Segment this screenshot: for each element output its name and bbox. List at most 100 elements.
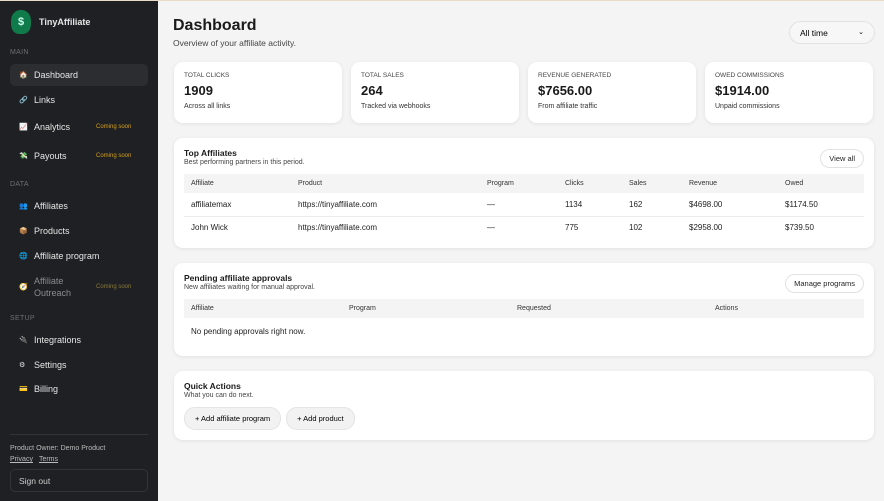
- chevron-down-icon: ⌄: [858, 29, 864, 36]
- sidebar-item-payouts[interactable]: 💸 Payouts Coming soon: [10, 145, 148, 167]
- coming-soon-badge: Coming soon: [96, 153, 132, 159]
- stat-desc: From affiliate traffic: [538, 103, 598, 110]
- cell: $739.50: [785, 223, 814, 233]
- label: Analytics: [34, 122, 71, 132]
- brand[interactable]: $ TinyAffiliate: [11, 10, 90, 34]
- stat-label: TOTAL SALES: [361, 72, 404, 79]
- compass-icon: 🧭: [19, 284, 28, 291]
- pending-table: Affiliate Program Requested Actions No pend…: [184, 299, 864, 345]
- stat-desc: Unpaid commissions: [715, 103, 780, 110]
- users-icon: 👥: [19, 203, 28, 210]
- col-header: Requested: [510, 299, 708, 318]
- product-owner: Product Owner: Demo Product: [10, 445, 106, 452]
- label: Affiliate Outreach: [34, 276, 72, 298]
- money-icon: 💸: [19, 153, 28, 160]
- card-desc: Best performing partners in this period.: [184, 159, 305, 166]
- sidebar-item-affiliate-outreach[interactable]: 🧭 Affiliate Outreach Coming soon: [10, 274, 148, 300]
- money-bag-icon: $: [11, 10, 31, 34]
- sign-out-button[interactable]: Sign out: [10, 469, 148, 492]
- empty-state: No pending approvals right now.: [191, 327, 306, 336]
- label: Products: [34, 226, 70, 236]
- stat-desc: Across all links: [184, 103, 231, 110]
- col-header: Affiliate: [184, 299, 342, 318]
- stat-desc: Tracked via webhooks: [361, 103, 431, 110]
- credit-card-icon: 💳: [19, 386, 28, 393]
- col-header: Program: [342, 299, 510, 318]
- plug-icon: 🔌: [19, 337, 28, 344]
- table-row[interactable]: affiliatemax https://tinyaffiliate.com —11…: [184, 193, 864, 217]
- stat-card-sales: TOTAL SALES 264 Tracked via webhooks: [351, 62, 519, 123]
- card-desc: What you can do next.: [184, 392, 254, 399]
- view-all-button[interactable]: View all: [820, 149, 864, 168]
- cell: https://tinyaffiliate.com: [291, 193, 480, 217]
- sidebar-item-billing[interactable]: 💳 Billing: [10, 378, 148, 400]
- sidebar-item-analytics[interactable]: 📈 Analytics Coming soon: [10, 116, 148, 138]
- table-row[interactable]: John Wick https://tinyaffiliate.com — 775 10…: [184, 216, 864, 239]
- cell: John Wick: [191, 223, 228, 233]
- chart-icon: 📈: [19, 124, 28, 131]
- cell: 102: [629, 223, 643, 233]
- label: Billing: [34, 384, 59, 394]
- sidebar: $ TinyAffiliate MAIN 🏠 Dashboard 🔗 Links 📈 A…: [0, 1, 158, 501]
- stat-card-revenue: REVENUE GENERATED $7656.00 From affiliate …: [528, 62, 696, 123]
- col-header: Owed: [778, 174, 864, 193]
- cell: 775: [565, 223, 579, 233]
- card-title: Pending affiliate approvals: [184, 273, 293, 283]
- gear-icon: ⚙: [19, 362, 26, 369]
- cell: affiliatemax: [184, 193, 291, 217]
- col-header: Affiliate: [184, 174, 291, 193]
- link-icon: 🔗: [19, 97, 28, 104]
- stat-label: OWED COMMISSIONS: [715, 72, 784, 79]
- page-title: Dashboard: [173, 17, 257, 34]
- label: Dashboard: [34, 70, 79, 80]
- sidebar-item-products[interactable]: 📦 Products: [10, 220, 148, 242]
- section-data: DATA: [10, 181, 29, 188]
- time-range-select[interactable]: All time ⌄: [789, 21, 875, 44]
- top-affiliates-card: Top Affiliates Best performing partners …: [174, 138, 874, 248]
- stat-label: TOTAL CLICKS: [184, 72, 230, 79]
- card-title: Quick Actions: [184, 381, 241, 391]
- sidebar-item-affiliates[interactable]: 👥 Affiliates: [10, 195, 148, 217]
- cell: $4698.00: [682, 193, 778, 217]
- terms-link[interactable]: Terms: [38, 456, 59, 463]
- col-header: Program: [480, 174, 558, 193]
- section-setup: SETUP: [10, 315, 35, 322]
- coming-soon-badge: Coming soon: [96, 124, 132, 130]
- card-title: Top Affiliates: [184, 148, 237, 158]
- sidebar-item-integrations[interactable]: 🔌 Integrations: [10, 329, 148, 351]
- manage-programs-button[interactable]: Manage programs: [785, 274, 864, 293]
- sidebar-item-settings[interactable]: ⚙ Settings: [10, 354, 148, 376]
- app-name: TinyAffiliate: [39, 17, 91, 27]
- stat-card-clicks: TOTAL CLICKS 1909 Across all links: [174, 62, 342, 123]
- cell: $2958.00: [689, 223, 723, 233]
- top-affiliates-table: Affiliate Product Program Clicks Sales Revenu…: [184, 174, 864, 239]
- page-subtitle: Overview of your affiliate activity.: [173, 38, 296, 48]
- label: Payouts: [34, 151, 67, 161]
- sidebar-item-affiliate-program[interactable]: 🌐 Affiliate program: [10, 245, 148, 267]
- sidebar-footer: Product Owner: Demo Product Privacy Terms: [10, 434, 148, 463]
- stat-card-owed: OWED COMMISSIONS $1914.00 Unpaid commissio…: [705, 62, 873, 123]
- quick-actions-card: Quick Actions What you can do next. + Ad…: [174, 371, 874, 440]
- package-icon: 📦: [19, 228, 28, 235]
- label: Links: [34, 95, 56, 105]
- label: Integrations: [34, 335, 82, 345]
- cell: 1134: [558, 193, 622, 217]
- home-icon: 🏠: [19, 72, 28, 79]
- cell: $1174.50: [778, 193, 864, 217]
- stat-value: 1909: [184, 83, 213, 98]
- selected-range: All time: [800, 28, 828, 38]
- col-header: Product: [291, 174, 480, 193]
- main-content: Dashboard Overview of your affiliate act…: [158, 1, 884, 500]
- cell: https://tinyaffiliate.com: [298, 223, 377, 233]
- label: Affiliates: [34, 201, 68, 211]
- add-product-button[interactable]: + Add product: [286, 407, 355, 430]
- privacy-link[interactable]: Privacy: [10, 456, 33, 463]
- stat-value: $1914.00: [715, 83, 770, 98]
- stat-value: 264: [361, 83, 383, 98]
- stat-value: $7656.00: [538, 83, 593, 98]
- label: Affiliate program: [34, 251, 100, 261]
- col-header: Clicks: [558, 174, 622, 193]
- add-affiliate-program-button[interactable]: + Add affiliate program: [184, 407, 282, 430]
- sidebar-item-links[interactable]: 🔗 Links: [10, 89, 148, 111]
- sidebar-item-dashboard[interactable]: 🏠 Dashboard: [10, 64, 148, 86]
